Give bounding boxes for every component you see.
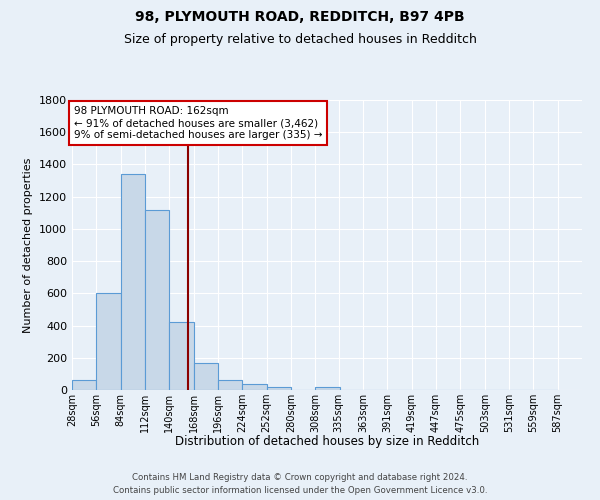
Text: Contains HM Land Registry data © Crown copyright and database right 2024.
Contai: Contains HM Land Registry data © Crown c… bbox=[113, 474, 487, 495]
Bar bbox=[242, 384, 266, 390]
Bar bbox=[121, 174, 145, 390]
Bar bbox=[218, 380, 242, 390]
Bar bbox=[266, 387, 291, 390]
Text: 98, PLYMOUTH ROAD, REDDITCH, B97 4PB: 98, PLYMOUTH ROAD, REDDITCH, B97 4PB bbox=[135, 10, 465, 24]
Bar bbox=[315, 387, 340, 390]
Bar bbox=[72, 380, 97, 390]
Text: 98 PLYMOUTH ROAD: 162sqm
← 91% of detached houses are smaller (3,462)
9% of semi: 98 PLYMOUTH ROAD: 162sqm ← 91% of detach… bbox=[74, 106, 322, 140]
Bar bbox=[145, 210, 169, 390]
Bar bbox=[169, 322, 194, 390]
Bar bbox=[194, 362, 218, 390]
Y-axis label: Number of detached properties: Number of detached properties bbox=[23, 158, 34, 332]
Text: Size of property relative to detached houses in Redditch: Size of property relative to detached ho… bbox=[124, 32, 476, 46]
Text: Distribution of detached houses by size in Redditch: Distribution of detached houses by size … bbox=[175, 435, 479, 448]
Bar bbox=[97, 294, 121, 390]
